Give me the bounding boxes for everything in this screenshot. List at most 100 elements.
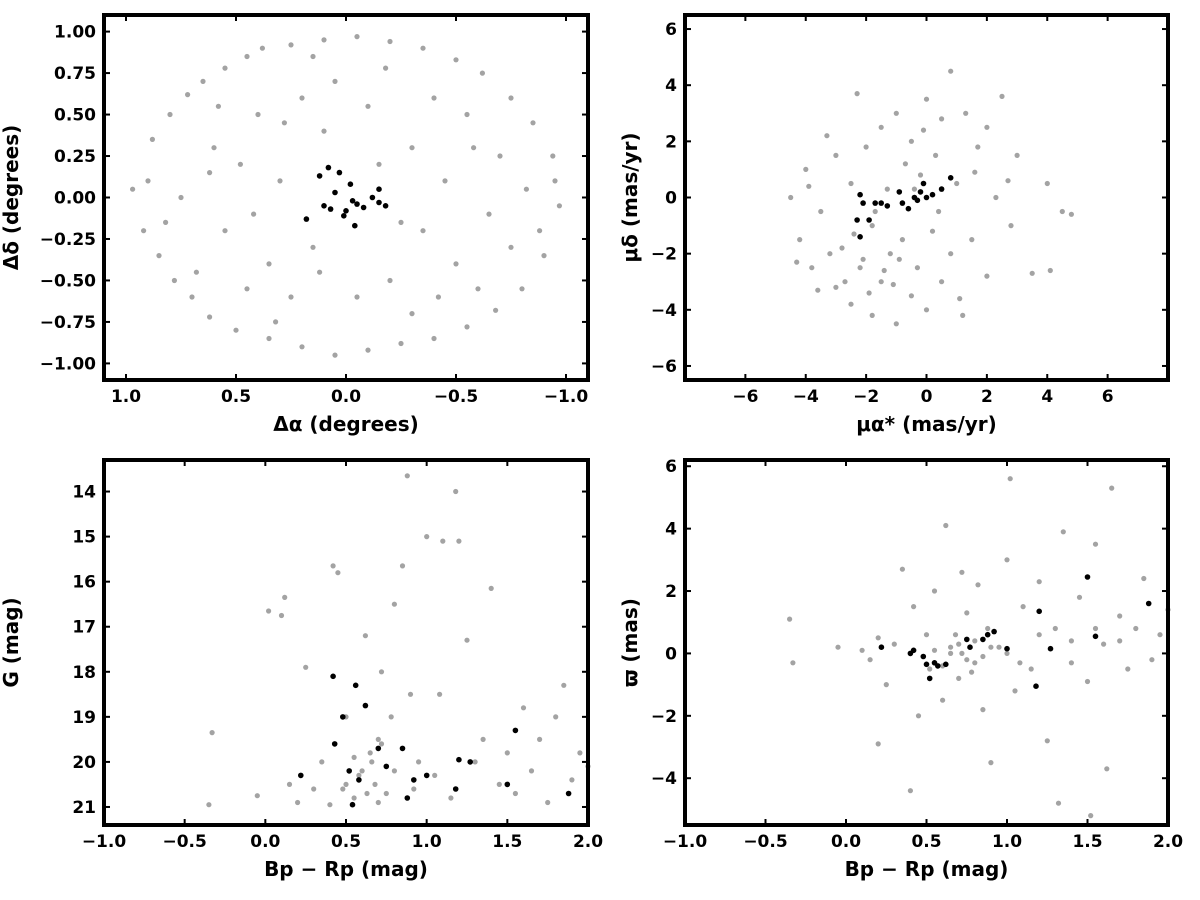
field-star-point xyxy=(975,144,981,150)
member-star-point xyxy=(984,631,991,638)
x-tick-label: −0.5 xyxy=(743,832,787,852)
y-tick-label: 0.25 xyxy=(54,147,96,167)
field-star-point xyxy=(839,245,845,251)
y-tick-label: 2 xyxy=(665,132,677,152)
field-star-point xyxy=(887,251,893,257)
field-star-point xyxy=(362,633,368,639)
field-star-point xyxy=(869,312,875,318)
member-star-point xyxy=(411,777,417,783)
field-star-point xyxy=(893,110,899,116)
field-star-point xyxy=(881,267,887,274)
field-star-point xyxy=(872,208,878,215)
field-star-point xyxy=(1005,178,1011,184)
member-star-point xyxy=(878,200,884,206)
field-star-point xyxy=(206,802,212,808)
field-star-point xyxy=(914,265,921,271)
x-tick-label: 4 xyxy=(1041,387,1053,407)
field-star-point xyxy=(343,781,349,788)
field-star-point xyxy=(1104,766,1110,772)
field-star-point xyxy=(351,795,357,801)
field-star-point xyxy=(1017,660,1023,666)
y-tick-label: 0.75 xyxy=(54,64,96,84)
field-star-point xyxy=(391,768,397,774)
field-star-point xyxy=(923,307,930,313)
field-star-point xyxy=(453,57,459,63)
field-star-point xyxy=(541,253,547,259)
field-star-point xyxy=(1076,594,1083,600)
member-star-point xyxy=(349,198,356,204)
field-star-point xyxy=(927,666,933,672)
y-tick-label: 6 xyxy=(665,20,677,40)
field-star-point xyxy=(475,286,481,292)
field-star-point xyxy=(388,714,394,720)
member-star-point xyxy=(938,186,945,192)
field-star-point xyxy=(130,186,136,192)
field-star-point xyxy=(984,273,990,279)
member-star-point xyxy=(404,795,411,801)
field-star-point xyxy=(266,261,272,267)
field-star-point xyxy=(310,53,316,60)
field-star-point xyxy=(1052,625,1058,632)
field-star-point xyxy=(259,45,265,51)
x-tick-label: −6 xyxy=(732,387,758,407)
field-star-point xyxy=(420,45,426,51)
field-star-point xyxy=(948,251,954,257)
field-star-point xyxy=(464,111,470,118)
field-star-point xyxy=(332,78,338,84)
field-star-point xyxy=(375,799,381,806)
field-star-point xyxy=(790,660,796,666)
field-star-point xyxy=(404,473,410,479)
field-star-point xyxy=(354,294,360,300)
member-star-point xyxy=(331,741,338,747)
field-star-point xyxy=(1109,485,1115,491)
member-star-point xyxy=(1084,574,1091,580)
field-star-point xyxy=(278,612,285,619)
member-star-point xyxy=(382,203,389,209)
member-star-point xyxy=(857,234,863,240)
field-star-point xyxy=(952,632,959,638)
field-star-point xyxy=(948,68,954,74)
field-star-point xyxy=(299,95,305,101)
field-star-point xyxy=(372,781,378,788)
member-star-point xyxy=(935,663,941,669)
field-star-point xyxy=(1029,270,1035,276)
field-star-point xyxy=(207,170,213,176)
member-star-point xyxy=(321,203,327,209)
field-star-point xyxy=(407,691,414,697)
member-star-point xyxy=(376,186,382,192)
field-star-point xyxy=(288,294,294,300)
member-star-point xyxy=(920,180,927,187)
field-star-point xyxy=(233,327,239,333)
field-star-point xyxy=(335,570,341,576)
y-tick-label: 1.00 xyxy=(54,23,96,43)
field-star-point xyxy=(288,42,294,48)
field-star-point xyxy=(891,641,897,647)
field-star-point xyxy=(943,522,949,529)
field-star-point xyxy=(1055,800,1062,806)
field-star-point xyxy=(193,269,199,275)
member-star-point xyxy=(964,636,970,643)
y-tick-label: 18 xyxy=(72,663,96,683)
member-star-point xyxy=(920,653,927,660)
member-star-point xyxy=(399,745,406,752)
member-star-point xyxy=(383,763,390,770)
field-star-point xyxy=(920,127,927,133)
field-star-point xyxy=(561,682,567,688)
field-star-point xyxy=(988,760,994,766)
field-star-point xyxy=(1117,613,1123,619)
field-star-point xyxy=(869,223,875,229)
member-star-point xyxy=(504,781,511,788)
field-star-point xyxy=(1101,641,1107,647)
field-star-point xyxy=(416,759,422,765)
field-star-point xyxy=(1068,211,1074,217)
field-star-point xyxy=(954,180,960,187)
field-star-point xyxy=(215,103,221,109)
series-1 xyxy=(206,473,591,808)
x-axis-label: μα* (mas/yr) xyxy=(856,412,997,436)
field-star-point xyxy=(222,228,228,234)
field-star-point xyxy=(200,78,206,84)
field-star-point xyxy=(1092,541,1099,547)
y-axis-label: μδ (mas/yr) xyxy=(618,132,642,262)
field-star-point xyxy=(431,335,437,342)
member-star-point xyxy=(878,644,885,650)
